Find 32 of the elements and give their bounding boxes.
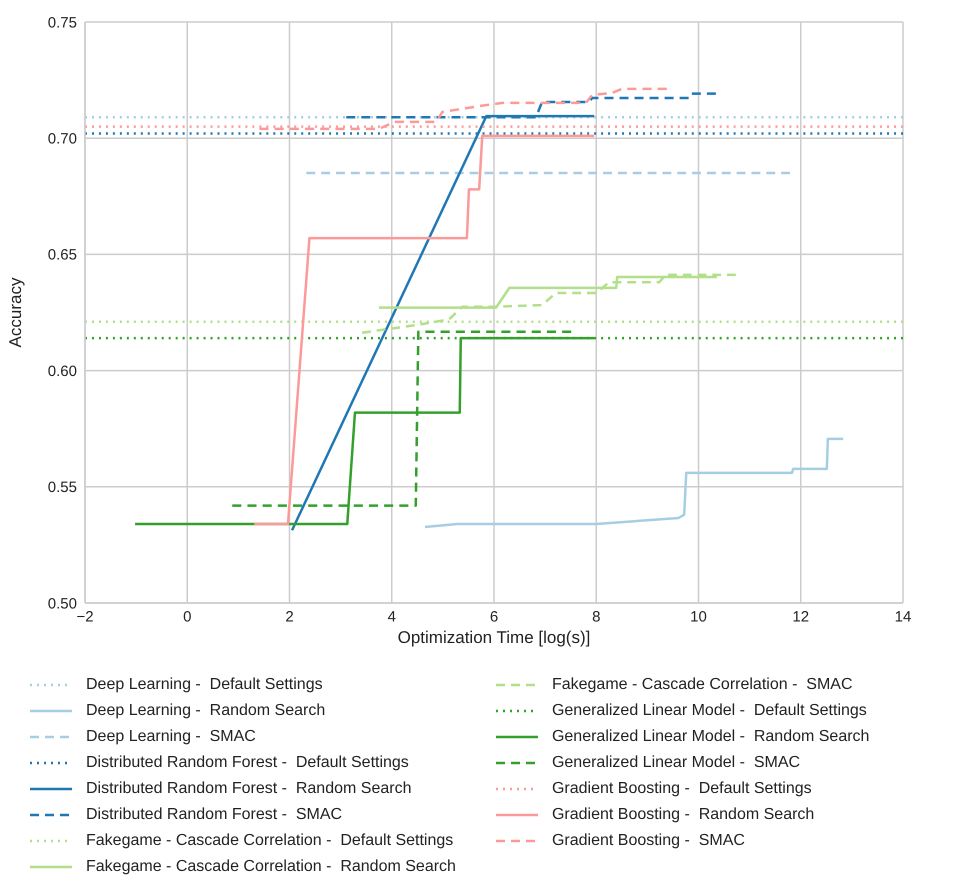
legend-label: Gradient Boosting - SMAC	[552, 832, 745, 850]
y-axis-title: Accuracy	[6, 277, 26, 348]
x-tick-label: 4	[388, 608, 396, 626]
x-axis-title: Optimization Time [log(s)]	[398, 628, 590, 647]
x-tick-label: 14	[894, 608, 912, 626]
x-tick-label: 6	[490, 608, 498, 626]
legend-label: Fakegame - Cascade Correlation - Random Search	[86, 858, 456, 876]
legend-label: Generalized Linear Model - SMAC	[552, 754, 800, 772]
x-tick-label: 8	[592, 608, 600, 626]
legend-label: Distributed Random Forest - Default Settings	[86, 754, 409, 772]
legend-label: Gradient Boosting - Default Settings	[552, 780, 812, 798]
y-tick-label: 0.50	[48, 595, 77, 612]
legend-label: Gradient Boosting - Random Search	[552, 806, 814, 824]
legend-label: Distributed Random Forest - SMAC	[86, 806, 342, 824]
x-tick-label: 0	[183, 608, 192, 626]
legend-label: Deep Learning - Random Search	[86, 702, 326, 720]
y-tick-label: 0.55	[48, 479, 77, 496]
x-tick-label: 2	[285, 608, 294, 626]
legend-label: Generalized Linear Model - Default Settings	[552, 702, 867, 720]
x-tick-label: 12	[792, 608, 810, 626]
y-tick-label: 0.70	[48, 130, 77, 148]
legend-label: Fakegame - Cascade Correlation - SMAC	[552, 676, 853, 694]
x-tick-label: 10	[690, 608, 707, 626]
legend-label: Fakegame - Cascade Correlation - Default Settings	[86, 832, 454, 850]
legend-label: Generalized Linear Model - Random Search	[552, 728, 870, 746]
legend-label: Deep Learning - Default Settings	[86, 676, 323, 694]
y-tick-label: 0.60	[48, 362, 77, 380]
y-tick-label: 0.75	[48, 14, 77, 32]
x-tick-label: −2	[76, 608, 94, 626]
legend-label: Deep Learning - SMAC	[86, 728, 256, 746]
y-tick-label: 0.65	[48, 246, 77, 264]
legend-label: Distributed Random Forest - Random Search	[86, 780, 412, 798]
